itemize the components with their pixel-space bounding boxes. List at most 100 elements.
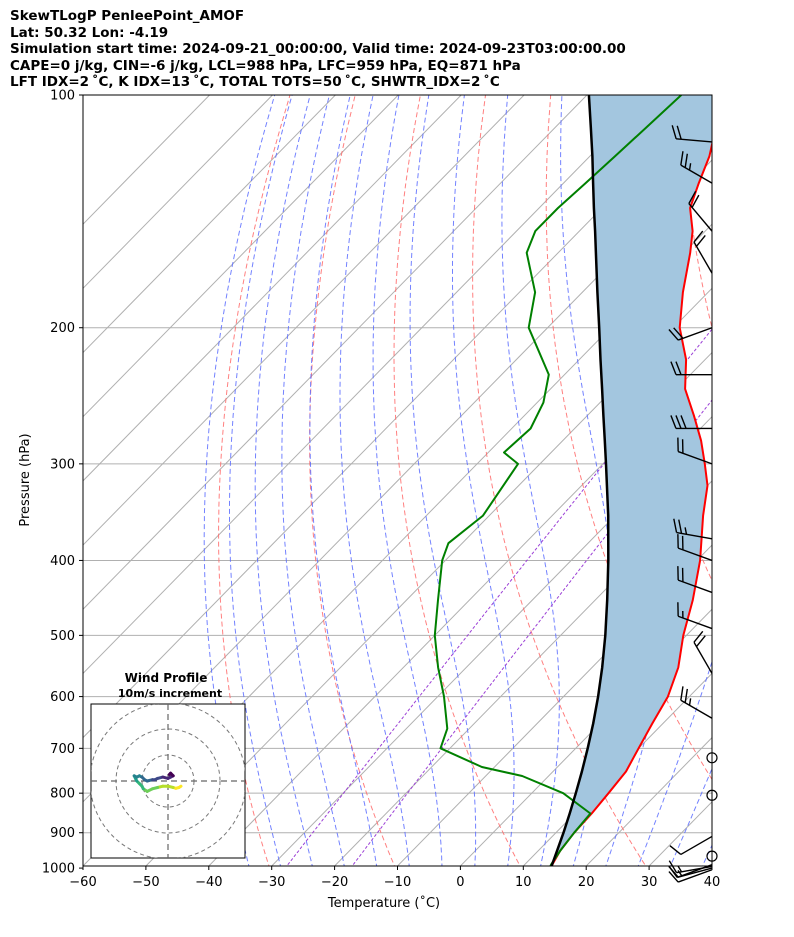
moist-adiabat	[701, 844, 712, 866]
barb-flag	[695, 635, 706, 648]
isotherm-line	[585, 736, 712, 866]
dry-adiabat	[545, 95, 712, 781]
barb-flag	[673, 518, 678, 533]
barb-flag	[693, 230, 704, 243]
barb-shaft	[676, 138, 713, 143]
x-tick-label: −60	[69, 875, 96, 890]
wind-barbs	[668, 125, 718, 883]
wind-barb	[693, 630, 713, 674]
calm-circle	[706, 850, 718, 862]
y-tick-label: 800	[50, 787, 75, 802]
isotherm-line	[145, 287, 712, 866]
hodograph-inset: Wind Profile 10m/s increment	[90, 671, 246, 859]
isotherm-line	[83, 95, 462, 482]
x-tick-label: 30	[641, 875, 658, 890]
barb-shaft	[680, 835, 713, 856]
wind-barb	[680, 686, 713, 719]
barb-half-flag	[677, 865, 683, 873]
y-tick-label: 900	[50, 826, 75, 841]
barb-half-flag	[684, 527, 688, 535]
wind-barb	[668, 869, 713, 883]
moist-adiabat	[339, 95, 410, 866]
parcel-series	[550, 95, 610, 866]
y-tick-label: 300	[50, 457, 75, 472]
location-line: Lat: 50.32 Lon: -4.19	[10, 24, 169, 41]
barb-flag	[684, 153, 689, 168]
wind-barb	[671, 125, 713, 143]
moist-adiabat	[281, 95, 345, 866]
isotherm-line	[83, 95, 712, 739]
barb-flag	[668, 871, 679, 883]
y-tick-label: 600	[50, 690, 75, 705]
mixing-ratio-line	[351, 399, 712, 866]
moist-adiabat	[229, 95, 293, 866]
barb-shaft	[677, 615, 713, 630]
moist-adiabat	[409, 95, 477, 866]
y-tick-label: 200	[50, 321, 75, 336]
barb-shaft	[688, 203, 713, 232]
isotherm-line	[83, 95, 336, 354]
wind-barb	[693, 230, 713, 274]
hodograph-segment	[167, 771, 173, 776]
calm-circle	[706, 752, 718, 764]
barb-flag	[670, 415, 677, 429]
wind-barb	[668, 327, 713, 341]
isotherm-line	[83, 95, 399, 418]
barb-shaft	[677, 327, 713, 341]
barb-half-flag	[688, 163, 692, 171]
wind-barb	[670, 361, 712, 376]
barb-flag	[668, 329, 679, 341]
wind-barb	[706, 850, 718, 862]
chart-title: SkewTLogP PenleePoint_AMOF	[10, 8, 245, 24]
dry-adiabat	[472, 95, 647, 866]
barb-shaft	[677, 869, 713, 883]
isotherm-line	[83, 95, 588, 610]
barb-flag	[669, 845, 682, 855]
dry-adiabat	[218, 95, 291, 866]
barb-flag	[676, 125, 682, 140]
y-axis-label: Pressure (hPa)	[18, 433, 33, 526]
isotherm-line	[208, 351, 712, 866]
dry-adiabat	[746, 95, 794, 885]
wind-barb	[673, 518, 713, 540]
wind-barb	[706, 789, 718, 801]
isotherm-line	[83, 95, 525, 546]
y-tick-label: 1000	[42, 862, 75, 877]
x-tick-label: 10	[515, 875, 532, 890]
barb-shaft	[677, 579, 713, 594]
dry-adiabat	[309, 95, 396, 866]
moist-adiabat	[560, 95, 614, 866]
wind-barb	[670, 415, 712, 430]
wind-barb	[688, 190, 713, 232]
moist-adiabat	[501, 95, 560, 866]
calm-circle	[706, 789, 718, 801]
isotherm-line	[83, 95, 651, 675]
wind-barb	[669, 835, 713, 856]
isotherm-line	[83, 95, 273, 290]
y-tick-label: 100	[50, 89, 75, 104]
wind-barb	[677, 437, 713, 465]
barb-shaft	[680, 699, 713, 719]
barb-flag	[688, 190, 697, 204]
isotherm-line	[711, 865, 712, 866]
chart-header: SkewTLogP PenleePoint_AMOF Lat: 50.32 Lo…	[10, 8, 626, 91]
isotherm-line	[757, 95, 794, 884]
wind-barb	[677, 602, 713, 630]
x-axis-label: Temperature (˚C)	[327, 895, 440, 911]
mixing-ratio-line	[286, 328, 712, 866]
barb-flag	[671, 125, 677, 139]
barb-shaft	[677, 547, 713, 562]
indices-line-1: CAPE=0 j/kg, CIN=-6 j/kg, LCL=988 hPa, L…	[10, 57, 521, 74]
x-tick-label: −10	[384, 875, 411, 890]
x-tick-label: 20	[578, 875, 595, 890]
hodograph-title: Wind Profile	[125, 671, 208, 685]
barb-flag	[675, 361, 682, 375]
time-line: Simulation start time: 2024-09-21_00:00:…	[10, 41, 626, 57]
isotherm-line	[459, 608, 712, 866]
hodograph-subtitle: 10m/s increment	[118, 687, 222, 700]
barb-shaft	[680, 164, 713, 184]
dry-adiabat	[393, 95, 521, 866]
barb-flag	[668, 860, 678, 874]
x-tick-label: 0	[456, 875, 464, 890]
x-tick-label: −40	[195, 875, 222, 890]
